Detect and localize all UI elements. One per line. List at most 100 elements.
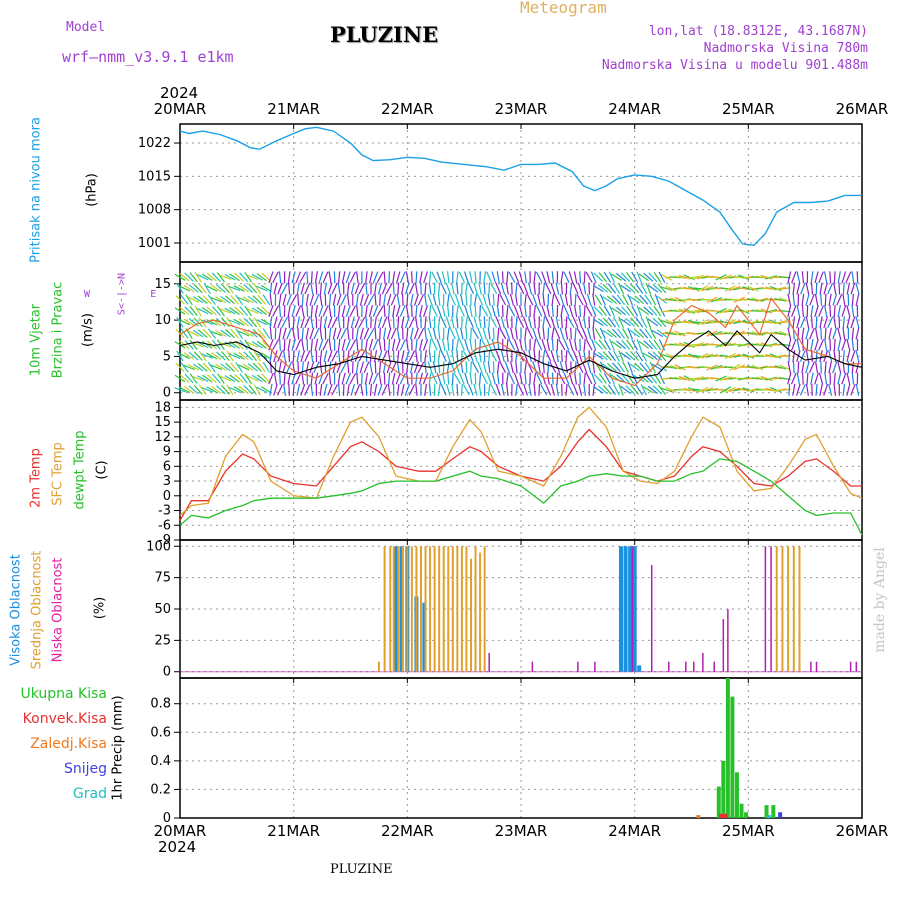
wind-arrow (226, 283, 234, 294)
wind-arrow (814, 293, 819, 306)
wind-arrow (519, 338, 523, 351)
wind-arrow (550, 282, 556, 295)
wind-arrow (486, 372, 492, 385)
wind-arrow (404, 316, 410, 329)
cloud-bar (442, 546, 445, 672)
wind-arrow (648, 272, 658, 283)
wind-arrow (419, 305, 423, 318)
model-elevation-label: Nadmorska Visina u modelu 901.488m (601, 58, 868, 73)
date-label-top: 21MAR (267, 100, 320, 118)
wind-arrow (253, 350, 262, 362)
wind-arrow (550, 316, 556, 329)
wind-arrow (456, 316, 459, 329)
wind-arrow (639, 294, 649, 305)
wind-arrow (769, 319, 782, 325)
wind-arrow (178, 386, 191, 394)
wind-arrow (237, 296, 250, 303)
wind-arrow (247, 363, 258, 372)
wind-arrow (555, 316, 560, 329)
date-label-top: 26MAR (836, 100, 889, 118)
wind-arrow (837, 304, 841, 318)
wind-arrow (629, 295, 640, 304)
wind-arrow (850, 316, 856, 329)
wind-arrow (538, 383, 541, 396)
wind-arrow (354, 350, 361, 362)
wind-arrow (842, 316, 845, 329)
wind-arrow (251, 374, 263, 383)
wind-arrow (206, 374, 217, 384)
wind-arrow (778, 364, 791, 371)
wind-arrow (431, 305, 438, 317)
wind-arrow (590, 271, 597, 284)
wind-arrow (292, 350, 295, 363)
wind-arrow (273, 372, 278, 385)
wind-arrow (356, 372, 359, 385)
wind-arrow (301, 372, 305, 385)
wind-arrow (513, 338, 520, 351)
wind-arrow (467, 316, 474, 329)
wind-arrow (504, 293, 511, 306)
wind-arrow (201, 387, 214, 393)
wind-arrow (533, 383, 536, 396)
wind-arrow (559, 293, 565, 306)
wind-arrow (468, 350, 474, 362)
wind-arrow (501, 271, 504, 284)
wind-arrow (235, 328, 243, 339)
wind-arrow (314, 338, 319, 351)
wind-arrow (355, 327, 359, 340)
wind-arrow (405, 271, 409, 284)
wind-arrow (387, 383, 391, 396)
wind-arrow (760, 354, 773, 358)
wind-arrow (405, 305, 409, 318)
wind-arrow (620, 272, 631, 283)
wind-arrow (643, 306, 654, 316)
wind-arrow (197, 307, 209, 315)
cloud-bar (632, 546, 637, 672)
wind-arrow (509, 293, 515, 306)
wind-arrow (278, 271, 282, 284)
wind-arrow (210, 330, 223, 337)
wind-arrow (814, 271, 819, 284)
wind-arrow (487, 327, 491, 340)
wind-arrow (356, 305, 359, 318)
cloud-bar (465, 546, 468, 672)
y-tick-label: 0 (163, 386, 171, 401)
cloud-bar (855, 661, 858, 672)
wind-arrow (555, 282, 560, 295)
wind-arrow (174, 387, 186, 393)
temp-series-line (179, 458, 863, 536)
wind-arrow (833, 338, 836, 351)
wind-arrow (328, 271, 332, 284)
wind-arrow (622, 294, 630, 306)
wind-arrow (627, 327, 633, 340)
precip-bar (723, 813, 728, 818)
wind-arrow (436, 372, 442, 385)
wind-arrow (451, 316, 455, 329)
wind-arrow (257, 362, 266, 373)
wind-arrow (406, 293, 409, 306)
wind-arrow (447, 372, 450, 385)
wind-arrow (800, 316, 806, 329)
wind-arrow (332, 293, 337, 306)
wind-arrow (262, 294, 271, 306)
wind-arrow (295, 305, 302, 317)
wind-arrow (560, 316, 563, 329)
wind-arrow (331, 350, 338, 362)
wind-arrow (327, 282, 333, 295)
wind-arrow (390, 327, 397, 340)
wind-arrow (550, 350, 556, 362)
wind-arrow (640, 350, 648, 362)
wind-arrow (796, 383, 801, 396)
wind-arrow (440, 384, 447, 396)
wind-arrow (648, 306, 658, 316)
wind-arrow (697, 352, 709, 360)
wind-arrow (405, 338, 409, 351)
wind-arrow (328, 305, 332, 318)
wind-arrow (560, 271, 564, 284)
cloud-bar (787, 546, 790, 672)
wind-arrow (462, 384, 470, 396)
wind-arrow (246, 274, 259, 281)
wind-arrow (643, 272, 654, 282)
wind-arrow (323, 383, 328, 396)
wind-arrow (591, 338, 597, 351)
